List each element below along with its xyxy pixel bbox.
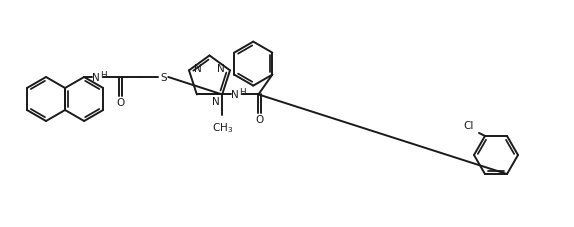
Text: H: H [100,70,107,79]
Text: CH$_3$: CH$_3$ [212,121,233,135]
Text: N: N [194,64,201,74]
Text: O: O [116,97,125,107]
Text: Cl: Cl [464,120,474,130]
Text: S: S [160,73,166,83]
Text: N: N [212,97,220,107]
Text: N: N [92,73,100,83]
Text: O: O [255,115,263,125]
Text: N: N [231,90,239,100]
Text: N: N [218,64,225,74]
Text: H: H [239,88,246,96]
